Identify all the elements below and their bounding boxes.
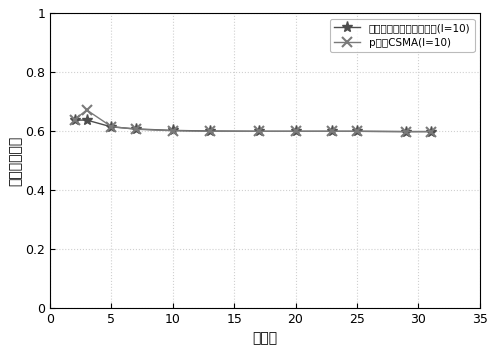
Legend: 基于载波侦听的协议序列(l=10), p坚持CSMA(l=10): 基于载波侦听的协议序列(l=10), p坚持CSMA(l=10) xyxy=(330,18,475,52)
p坚持CSMA(l=10) xyxy=(109,125,115,129)
基于载波侦听的协议序列(l=10) xyxy=(109,125,115,129)
Line: 基于载波侦听的协议序列(l=10): 基于载波侦听的协议序列(l=10) xyxy=(69,115,436,137)
Line: p坚持CSMA(l=10): p坚持CSMA(l=10) xyxy=(69,105,435,136)
X-axis label: 用户数: 用户数 xyxy=(252,332,277,346)
p坚持CSMA(l=10) xyxy=(133,127,139,131)
基于载波侦听的协议序列(l=10) xyxy=(428,130,434,134)
p坚持CSMA(l=10) xyxy=(170,129,176,133)
p坚持CSMA(l=10) xyxy=(84,108,90,112)
p坚持CSMA(l=10) xyxy=(207,129,213,133)
基于载波侦听的协议序列(l=10) xyxy=(256,129,262,133)
p坚持CSMA(l=10) xyxy=(403,130,409,134)
基于载波侦听的协议序列(l=10) xyxy=(71,118,77,122)
p坚持CSMA(l=10) xyxy=(293,129,299,133)
基于载波侦听的协议序列(l=10) xyxy=(133,127,139,131)
p坚持CSMA(l=10) xyxy=(354,129,360,133)
基于载波侦听的协议序列(l=10) xyxy=(329,129,335,133)
基于载波侦听的协议序列(l=10) xyxy=(293,129,299,133)
Y-axis label: 归一化吞吐率: 归一化吞吐率 xyxy=(8,136,22,186)
基于载波侦听的协议序列(l=10) xyxy=(207,129,213,133)
基于载波侦听的协议序列(l=10) xyxy=(170,128,176,132)
p坚持CSMA(l=10) xyxy=(71,118,77,122)
基于载波侦听的协议序列(l=10) xyxy=(403,130,409,134)
基于载波侦听的协议序列(l=10) xyxy=(354,129,360,133)
p坚持CSMA(l=10) xyxy=(256,129,262,133)
p坚持CSMA(l=10) xyxy=(428,130,434,134)
p坚持CSMA(l=10) xyxy=(329,129,335,133)
基于载波侦听的协议序列(l=10) xyxy=(84,118,90,122)
